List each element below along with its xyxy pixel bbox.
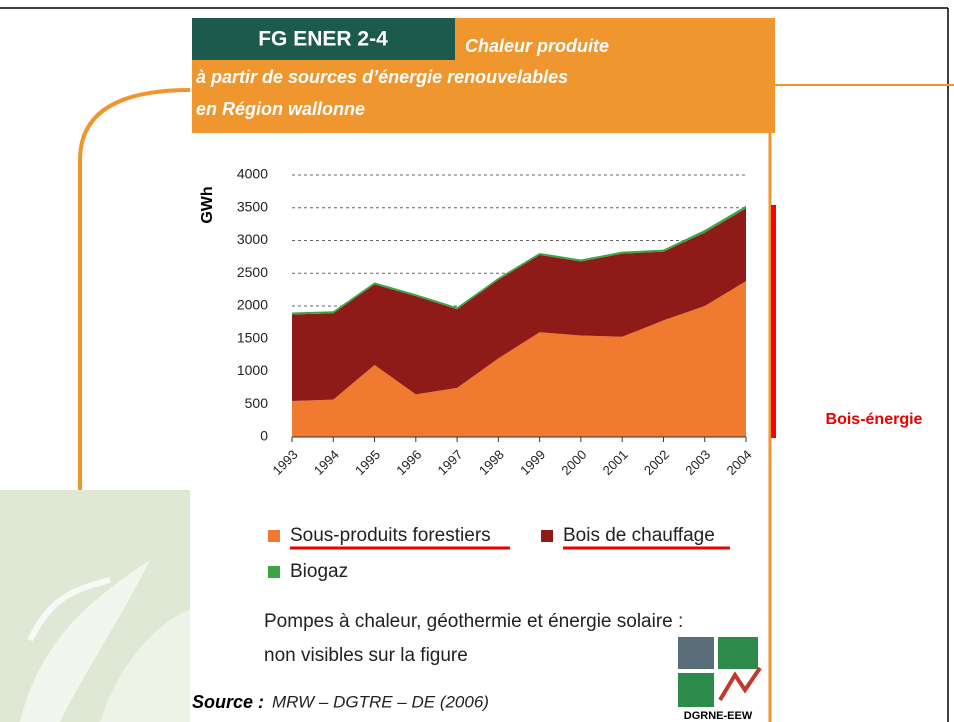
legend: Sous-produits forestiers Bois de chauffag… [268,525,730,582]
title-line: en Région wallonne [196,99,365,119]
legend-swatch [268,566,280,578]
area [292,281,746,437]
legend-swatch [541,530,553,542]
legend-label: Bois de chauffage [563,525,715,546]
legend-label: Sous-produits forestiers [290,525,491,546]
curve-left [78,88,191,490]
y-tick-label: 500 [245,395,269,411]
note: non visibles sur la figure [264,645,468,666]
y-tick-label: 0 [260,428,268,444]
legend-label: Biogaz [290,561,348,582]
y-tick-label: 1000 [237,362,268,378]
header-label-box [192,18,455,60]
y-tick-label: 2500 [237,264,268,280]
figure-label: FG ENER 2-4 [258,28,388,51]
logo [678,637,762,707]
note: Pompes à chaleur, géothermie et énergie … [264,611,683,632]
y-axis-label: GWh [199,186,216,223]
leaf-decoration [0,490,190,722]
y-tick-label: 4000 [237,166,268,182]
source-label: Source : [192,692,264,712]
annotation-bar [771,205,776,438]
y-tick-label: 1500 [237,329,268,345]
logo-text: DGRNE-EEW [684,710,753,722]
legend-swatch [268,530,280,542]
annotation: Bois-énergie [826,411,923,428]
title-line: Chaleur produite [465,36,609,56]
title-line: à partir de sources d’énergie renouvelab… [196,67,568,87]
y-tick-label: 3500 [237,198,268,214]
source-text: MRW – DGTRE – DE (2006) [272,692,489,711]
y-tick-label: 2000 [237,297,268,313]
y-tick-label: 3000 [237,231,268,247]
area [292,208,746,401]
